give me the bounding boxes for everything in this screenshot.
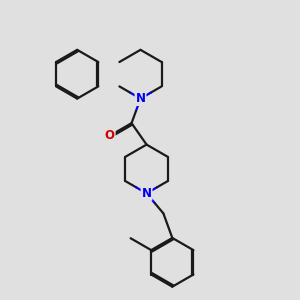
Text: N: N bbox=[136, 92, 146, 105]
Text: O: O bbox=[105, 129, 115, 142]
Text: N: N bbox=[142, 187, 152, 200]
